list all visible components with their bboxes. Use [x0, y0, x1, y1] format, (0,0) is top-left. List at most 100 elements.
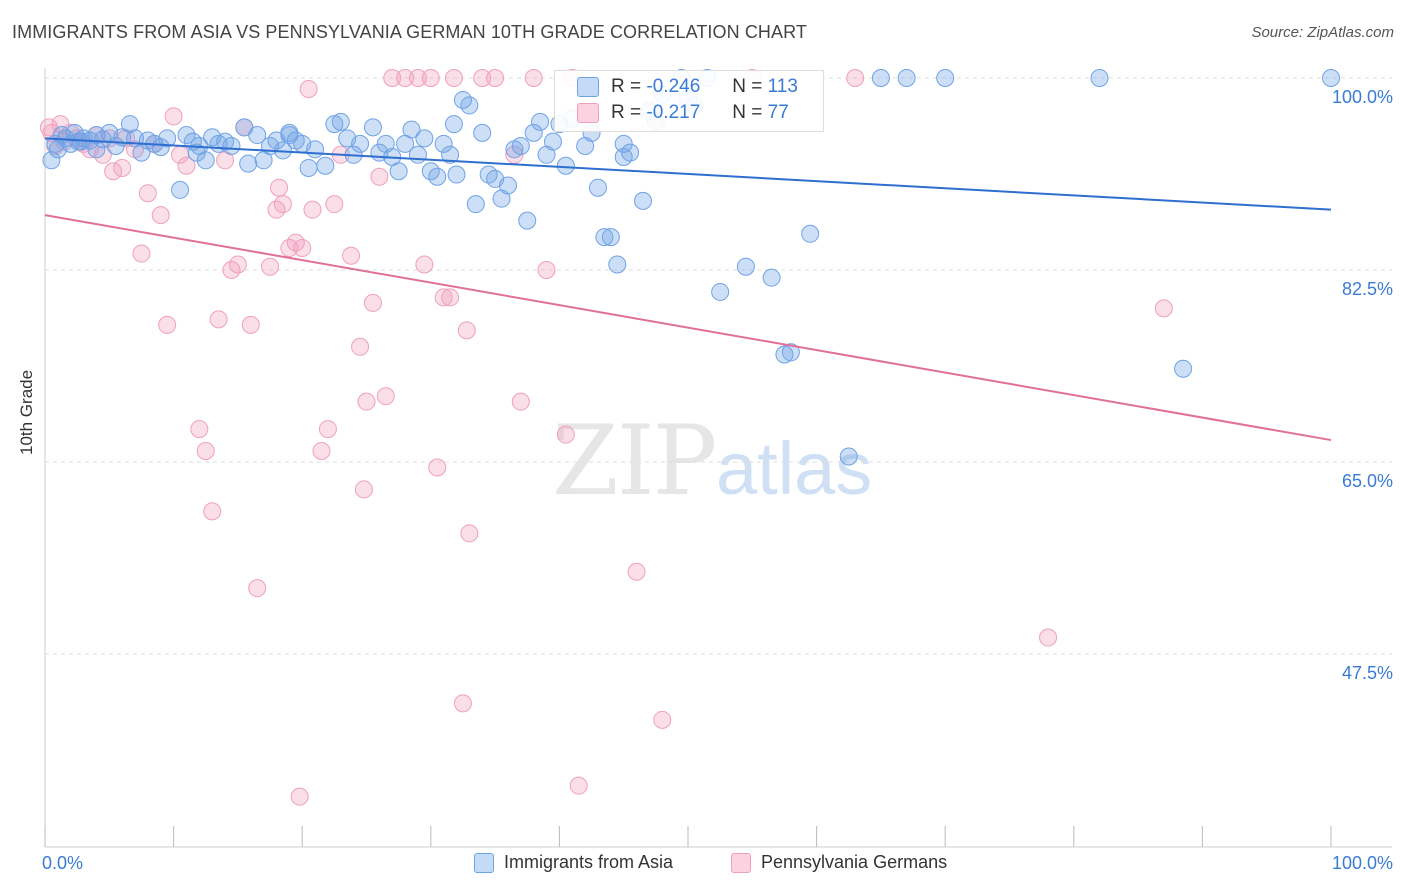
point-german	[524, 69, 543, 87]
n-value-asia: 113	[767, 76, 798, 97]
trendline-asia	[44, 137, 1332, 211]
point-asia	[518, 211, 537, 230]
point-asia	[428, 167, 447, 186]
legend-row-asia: R = -0.246 N = 113	[577, 75, 798, 99]
point-german	[370, 167, 389, 186]
point-asia	[460, 96, 479, 115]
point-german	[261, 257, 280, 276]
r-value-german: -0.217	[646, 102, 701, 123]
n-label-german: N =	[732, 102, 763, 123]
point-german	[537, 261, 556, 279]
legend-label-german: Pennsylvania Germans	[761, 852, 948, 872]
point-asia	[498, 176, 517, 195]
legend-label-asia: Immigrants from Asia	[504, 852, 674, 872]
point-asia	[65, 123, 84, 142]
point-german	[1039, 628, 1058, 647]
point-asia	[614, 134, 633, 153]
y-axis-label: 10th Grade	[17, 369, 36, 455]
point-german	[132, 244, 151, 263]
point-asia	[936, 69, 955, 87]
point-asia	[280, 126, 299, 145]
point-asia	[87, 140, 106, 159]
point-german	[460, 524, 479, 543]
y-tick-label: 65.0%	[1342, 471, 1393, 491]
n-value-german: 77	[767, 102, 789, 123]
point-asia	[222, 137, 241, 156]
point-asia	[299, 158, 318, 177]
point-asia	[171, 180, 190, 199]
x-tick-label-max: 100.0%	[1332, 853, 1393, 873]
legend-swatch-asia-bottom	[474, 852, 494, 873]
chart-source: Source: ZipAtlas.com	[1251, 24, 1394, 41]
point-asia	[402, 120, 421, 139]
y-tick-label: 100.0%	[1332, 87, 1393, 107]
point-asia	[537, 145, 556, 164]
y-tick-label: 47.5%	[1342, 663, 1393, 683]
point-asia	[415, 129, 434, 148]
watermark-atlas: atlas	[716, 427, 873, 510]
point-asia	[447, 165, 466, 184]
point-asia	[588, 178, 607, 197]
point-asia	[196, 151, 215, 170]
point-asia	[408, 145, 427, 164]
point-german	[158, 315, 177, 334]
point-asia	[441, 145, 460, 164]
point-asia	[239, 154, 258, 173]
point-asia	[187, 143, 206, 162]
point-german	[569, 776, 588, 795]
point-german	[342, 246, 361, 265]
point-german	[357, 392, 376, 411]
point-german	[383, 69, 402, 87]
point-german	[653, 710, 672, 729]
point-german	[203, 502, 222, 521]
point-german	[457, 321, 476, 340]
point-asia	[158, 129, 177, 148]
point-asia	[389, 162, 408, 181]
point-asia	[543, 132, 562, 151]
point-asia	[595, 228, 614, 247]
point-asia	[871, 69, 890, 87]
r-label-asia: R =	[611, 76, 642, 97]
point-german	[270, 178, 289, 197]
point-german	[363, 293, 382, 312]
point-german	[428, 458, 447, 477]
point-asia	[524, 123, 543, 142]
point-german	[408, 69, 427, 87]
point-german	[441, 288, 460, 307]
point-german	[299, 79, 318, 98]
legend-swatch-asia	[577, 77, 599, 97]
point-asia	[306, 140, 325, 159]
point-asia	[711, 282, 730, 301]
point-german	[138, 184, 157, 203]
point-german	[511, 392, 530, 411]
point-german	[556, 425, 575, 444]
point-german	[303, 200, 322, 219]
point-german	[241, 315, 260, 334]
point-asia	[177, 126, 196, 145]
point-asia	[621, 143, 640, 162]
point-asia	[351, 134, 370, 153]
legend-swatch-german	[577, 103, 599, 123]
point-asia	[601, 228, 620, 247]
point-german	[318, 420, 337, 439]
point-german	[1154, 299, 1173, 318]
point-asia	[151, 138, 170, 157]
point-german	[190, 420, 209, 439]
watermark-zip: ZIP	[552, 405, 717, 517]
point-asia	[325, 115, 344, 134]
point-asia	[633, 191, 652, 210]
point-german	[228, 255, 247, 274]
point-asia	[473, 123, 492, 142]
point-german	[151, 206, 170, 225]
point-german	[325, 195, 344, 214]
point-german	[415, 255, 434, 274]
point-german	[505, 145, 524, 164]
point-asia	[839, 447, 858, 466]
point-asia	[1174, 359, 1193, 378]
point-german	[248, 579, 267, 598]
point-german	[164, 107, 183, 126]
point-german	[290, 787, 309, 806]
x-tick-label-min: 0.0%	[42, 853, 83, 873]
n-label-asia: N =	[732, 76, 763, 97]
r-label-german: R =	[611, 102, 642, 123]
